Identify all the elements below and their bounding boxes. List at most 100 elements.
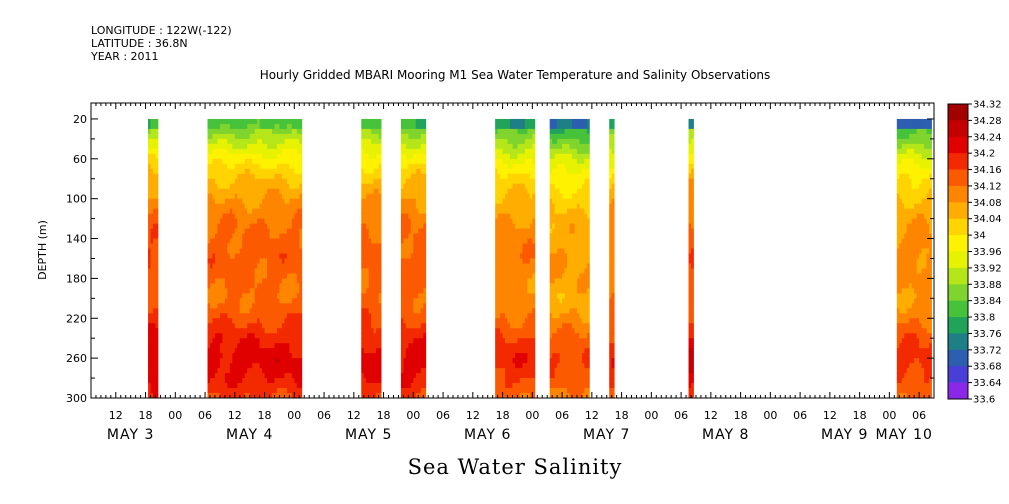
salinity-cell bbox=[155, 193, 159, 200]
salinity-cell bbox=[279, 258, 283, 264]
salinity-cell bbox=[289, 118, 293, 125]
salinity-cell bbox=[410, 243, 414, 249]
salinity-cell bbox=[363, 158, 367, 165]
salinity-cell bbox=[522, 233, 526, 239]
salinity-cell bbox=[289, 378, 293, 384]
salinity-cell bbox=[527, 363, 531, 369]
salinity-cell bbox=[279, 128, 283, 135]
salinity-cell bbox=[224, 368, 228, 374]
salinity-cell bbox=[505, 308, 508, 314]
salinity-cell bbox=[415, 193, 419, 200]
salinity-cell bbox=[403, 128, 407, 135]
salinity-cell bbox=[517, 153, 521, 160]
salinity-cell bbox=[214, 268, 218, 274]
salinity-cell bbox=[368, 223, 372, 229]
salinity-cell bbox=[242, 138, 246, 145]
salinity-cell bbox=[257, 228, 260, 234]
salinity-cell bbox=[294, 238, 298, 244]
salinity-cell bbox=[272, 278, 275, 284]
salinity-cell bbox=[249, 148, 253, 155]
salinity-cell bbox=[259, 383, 263, 389]
salinity-cell bbox=[403, 233, 407, 239]
salinity-cell bbox=[150, 328, 154, 334]
salinity-cell bbox=[276, 173, 280, 180]
salinity-cell bbox=[423, 343, 427, 349]
salinity-cell bbox=[227, 303, 231, 309]
salinity-cell bbox=[371, 173, 375, 180]
salinity-cell bbox=[368, 273, 372, 279]
salinity-cell bbox=[410, 143, 414, 150]
salinity-cell bbox=[527, 343, 531, 349]
salinity-cell bbox=[413, 253, 417, 259]
salinity-cell bbox=[579, 148, 583, 155]
salinity-cell bbox=[227, 183, 231, 190]
salinity-cell bbox=[512, 278, 516, 284]
salinity-cell bbox=[423, 298, 427, 304]
salinity-cell bbox=[527, 213, 531, 220]
salinity-cell bbox=[564, 158, 568, 165]
salinity-cell bbox=[423, 293, 427, 299]
salinity-cell bbox=[564, 258, 568, 264]
salinity-cell bbox=[522, 268, 526, 274]
salinity-cell bbox=[574, 348, 578, 354]
salinity-cell bbox=[495, 163, 499, 170]
salinity-cell bbox=[247, 388, 251, 394]
salinity-cell bbox=[249, 183, 253, 190]
salinity-cell bbox=[519, 238, 523, 244]
salinity-cell bbox=[148, 138, 151, 145]
salinity-cell bbox=[510, 133, 513, 140]
salinity-cell bbox=[378, 218, 382, 224]
salinity-cell bbox=[495, 123, 499, 130]
salinity-cell bbox=[262, 168, 265, 175]
salinity-cell bbox=[368, 318, 372, 324]
salinity-cell bbox=[259, 263, 263, 269]
salinity-cell bbox=[262, 268, 265, 274]
salinity-cell bbox=[505, 368, 508, 374]
salinity-cell bbox=[405, 268, 409, 274]
salinity-cell bbox=[150, 238, 154, 244]
salinity-cell bbox=[212, 213, 216, 220]
salinity-cell bbox=[519, 208, 523, 215]
salinity-cell bbox=[366, 338, 370, 344]
salinity-cell bbox=[400, 388, 404, 394]
salinity-cell bbox=[257, 303, 260, 309]
salinity-cell bbox=[510, 358, 513, 364]
salinity-cell bbox=[212, 298, 216, 304]
salinity-cell bbox=[257, 283, 260, 289]
salinity-cell bbox=[524, 188, 528, 195]
salinity-cell bbox=[514, 298, 518, 304]
salinity-cell bbox=[403, 303, 407, 309]
salinity-cell bbox=[264, 138, 268, 145]
salinity-cell bbox=[257, 393, 260, 399]
salinity-cell bbox=[249, 118, 253, 125]
salinity-cell bbox=[497, 293, 501, 299]
salinity-cell bbox=[524, 328, 528, 334]
salinity-cell bbox=[366, 343, 370, 349]
salinity-cell bbox=[579, 383, 583, 389]
salinity-cell bbox=[210, 303, 213, 309]
salinity-cell bbox=[276, 338, 280, 344]
salinity-cell bbox=[517, 248, 521, 254]
salinity-cell bbox=[242, 203, 246, 210]
salinity-cell bbox=[420, 348, 424, 354]
salinity-cell bbox=[579, 178, 583, 185]
salinity-cell bbox=[507, 338, 511, 344]
salinity-cell bbox=[405, 233, 409, 239]
salinity-cell bbox=[276, 283, 280, 289]
salinity-cell bbox=[495, 228, 499, 234]
salinity-cell bbox=[507, 228, 511, 234]
salinity-cell bbox=[249, 283, 253, 289]
salinity-cell bbox=[500, 193, 503, 200]
salinity-cell bbox=[289, 133, 293, 140]
salinity-cell bbox=[529, 368, 533, 374]
data-segment bbox=[495, 118, 536, 399]
salinity-cell bbox=[366, 198, 370, 205]
salinity-cell bbox=[522, 343, 526, 349]
salinity-cell bbox=[529, 283, 533, 289]
salinity-cell bbox=[502, 348, 506, 354]
salinity-cell bbox=[415, 303, 419, 309]
salinity-cell bbox=[576, 313, 580, 319]
salinity-cell bbox=[150, 288, 154, 294]
salinity-cell bbox=[368, 343, 372, 349]
salinity-cell bbox=[247, 213, 251, 220]
